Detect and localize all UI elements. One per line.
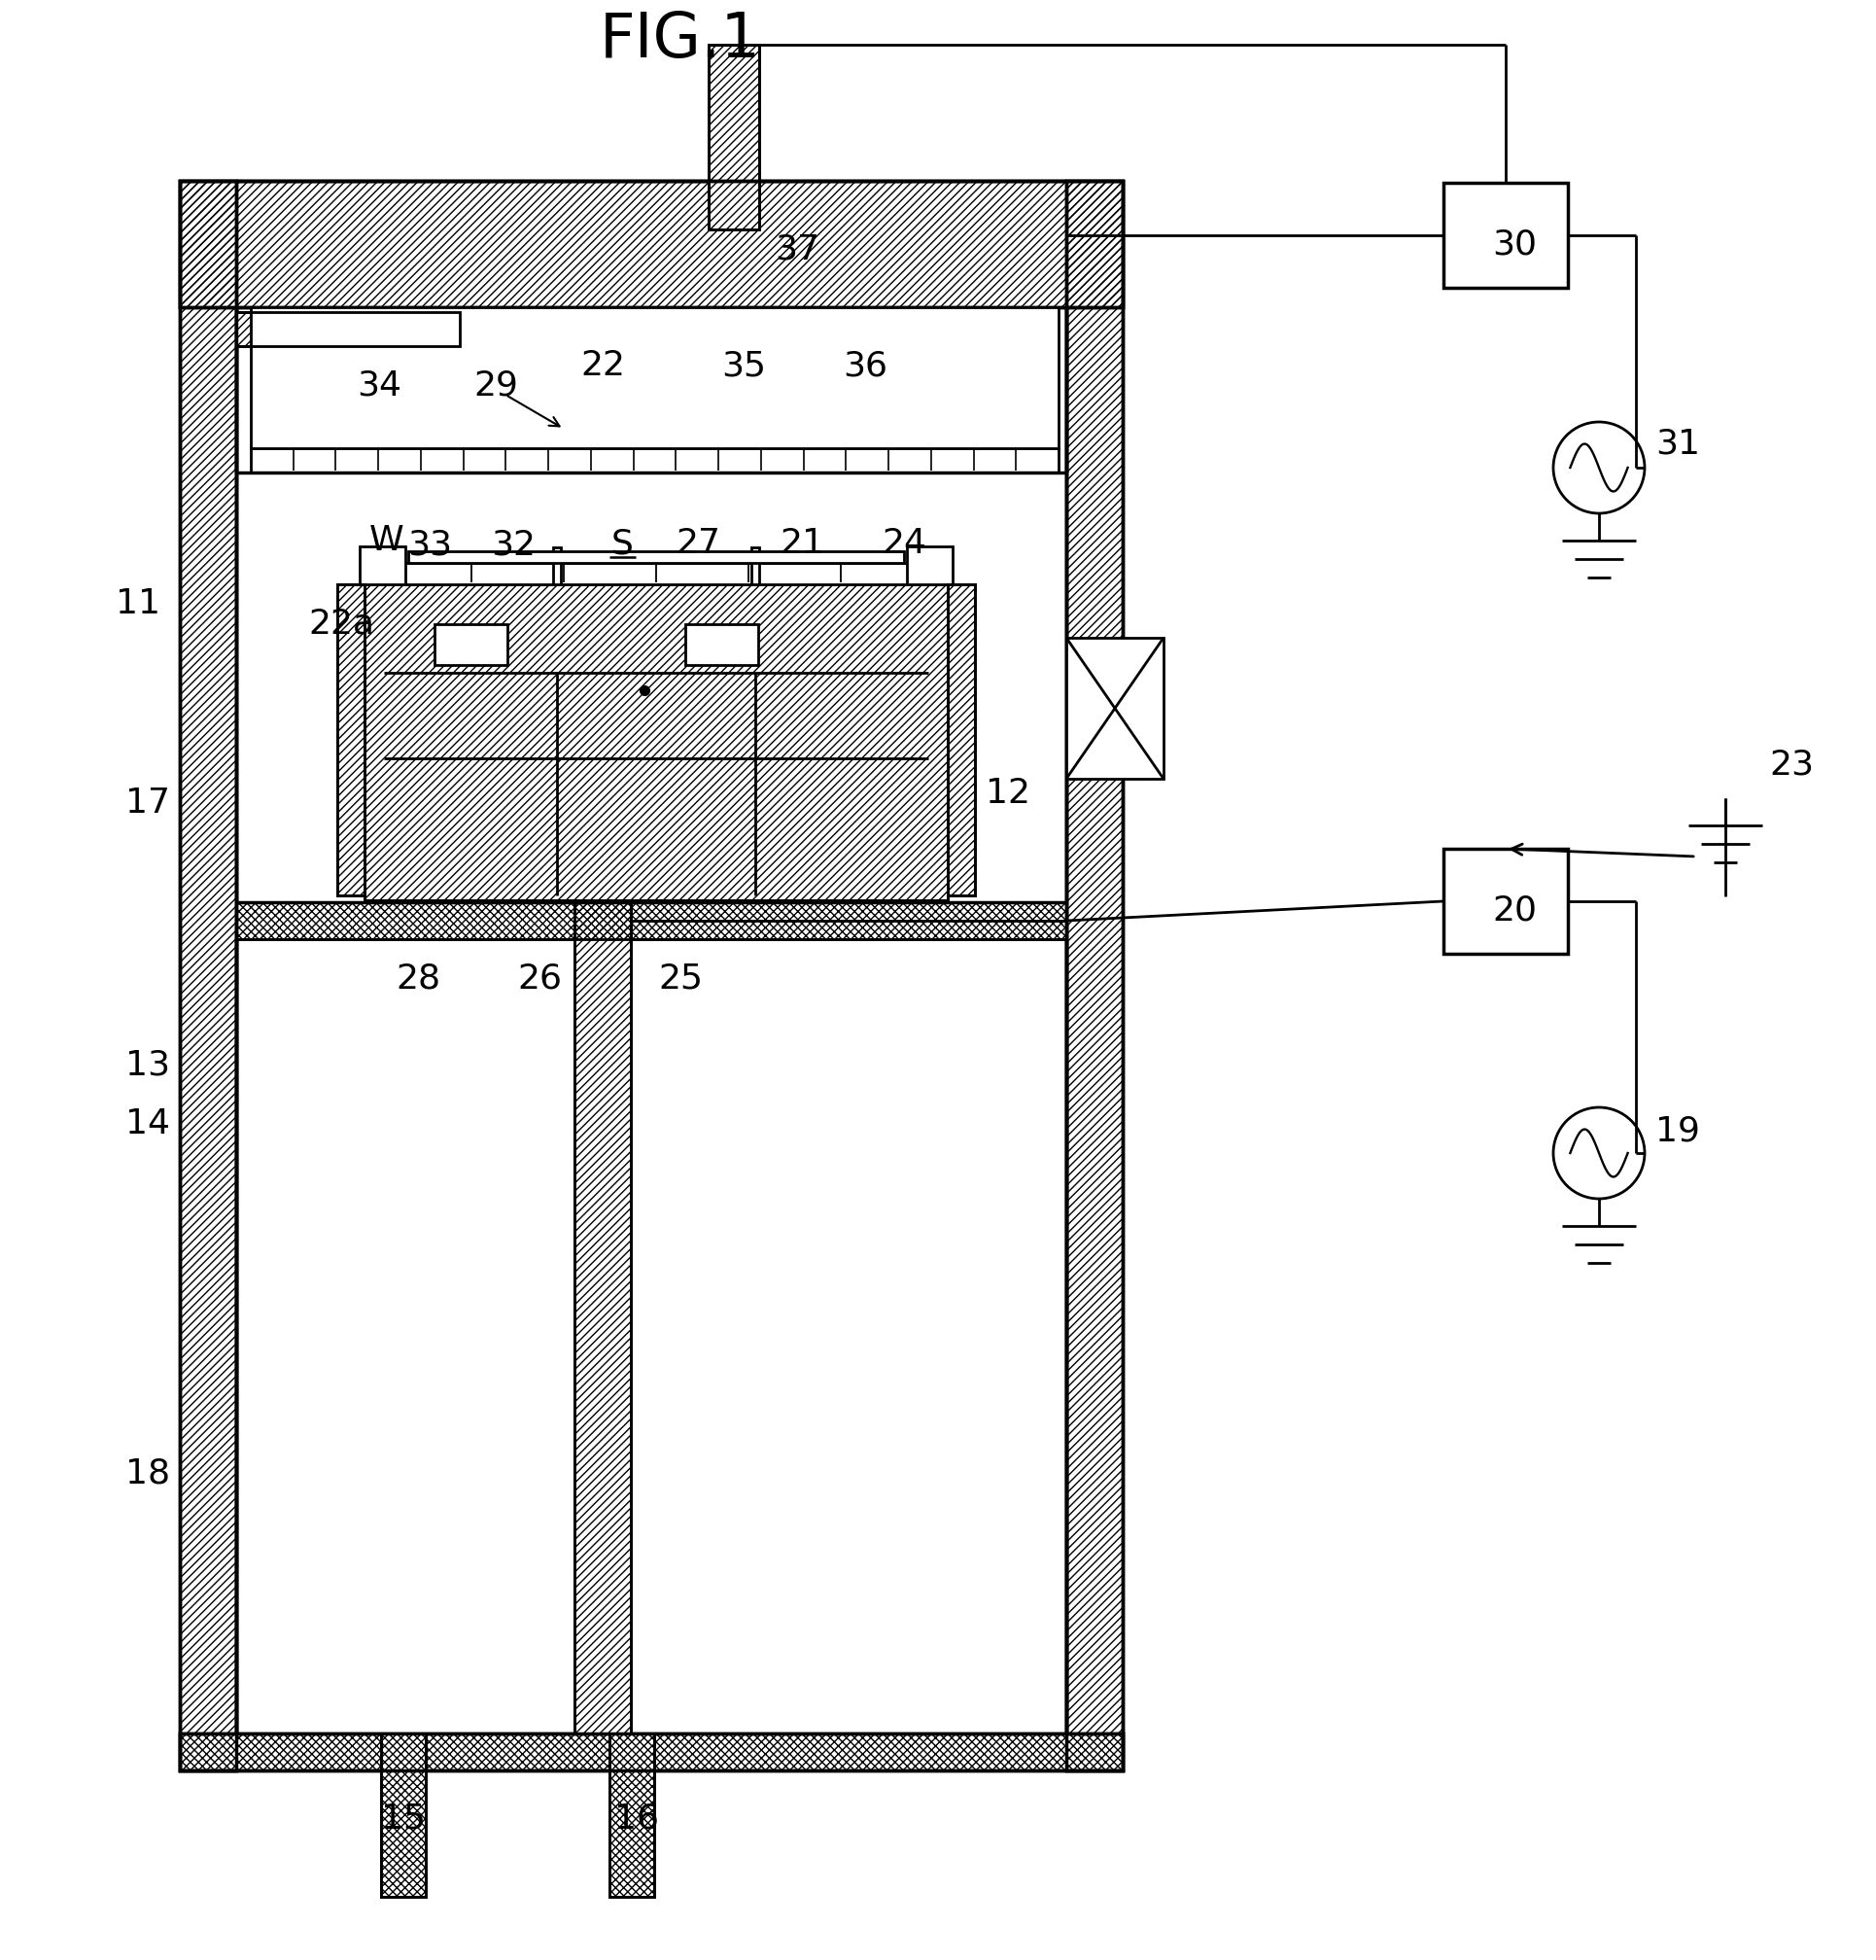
Bar: [180, 180, 236, 1770]
Bar: [906, 547, 953, 584]
Bar: [750, 547, 758, 584]
Bar: [947, 584, 974, 896]
Bar: [251, 308, 1058, 472]
Bar: [236, 180, 1066, 1733]
Bar: [180, 180, 1122, 308]
Bar: [1066, 180, 1122, 1770]
Text: 22a: 22a: [308, 608, 373, 639]
Text: 11: 11: [116, 588, 159, 619]
Bar: [610, 1733, 655, 1897]
Bar: [574, 900, 630, 1733]
Text: 35: 35: [720, 349, 765, 382]
Bar: [574, 900, 630, 1733]
Bar: [381, 1733, 426, 1897]
Bar: [553, 547, 561, 584]
Bar: [409, 551, 904, 563]
Bar: [180, 180, 1122, 308]
Text: 24: 24: [882, 527, 927, 561]
Bar: [251, 308, 1058, 449]
Bar: [1443, 182, 1566, 288]
Text: 33: 33: [407, 527, 452, 561]
Bar: [338, 584, 364, 896]
Text: 20: 20: [1491, 894, 1536, 927]
Bar: [709, 45, 758, 229]
Text: 31: 31: [1655, 427, 1700, 461]
Text: 14: 14: [126, 1107, 171, 1141]
Bar: [610, 1733, 655, 1897]
Bar: [1066, 180, 1122, 1770]
Bar: [338, 584, 364, 896]
Bar: [180, 1733, 1122, 1770]
Text: 18: 18: [126, 1458, 171, 1490]
Bar: [709, 45, 758, 229]
Text: 34: 34: [356, 368, 401, 402]
Bar: [236, 312, 460, 347]
Bar: [947, 584, 974, 896]
Bar: [433, 623, 507, 664]
Text: 36: 36: [842, 349, 887, 382]
Text: 32: 32: [492, 527, 535, 561]
Text: 19: 19: [1655, 1115, 1700, 1149]
Text: 30: 30: [1491, 227, 1536, 261]
Bar: [180, 180, 1122, 308]
Text: 12: 12: [985, 776, 1030, 809]
Bar: [180, 180, 236, 1770]
Bar: [947, 584, 974, 896]
Bar: [251, 449, 1058, 472]
Text: FIG.1: FIG.1: [600, 10, 760, 71]
Bar: [364, 584, 947, 900]
Text: 21: 21: [779, 527, 824, 561]
Bar: [236, 902, 1066, 939]
Bar: [381, 1733, 426, 1897]
Bar: [1443, 849, 1566, 955]
Text: 13: 13: [126, 1049, 171, 1082]
Bar: [685, 623, 758, 664]
Text: 16: 16: [613, 1803, 658, 1837]
Bar: [610, 1733, 655, 1897]
Bar: [236, 902, 1066, 939]
Bar: [180, 1733, 1122, 1770]
Bar: [236, 902, 1066, 939]
Text: W: W: [370, 523, 403, 557]
Bar: [338, 584, 364, 896]
Text: 17: 17: [126, 786, 171, 819]
Text: 28: 28: [396, 962, 441, 994]
Bar: [236, 312, 460, 347]
Text: 23: 23: [1769, 747, 1812, 780]
Bar: [381, 1733, 426, 1897]
Bar: [180, 1733, 1122, 1770]
Bar: [180, 180, 236, 1770]
Bar: [236, 312, 460, 347]
Text: 37: 37: [775, 233, 820, 265]
Bar: [236, 939, 1066, 1733]
Text: 26: 26: [518, 962, 561, 994]
Text: S: S: [612, 527, 632, 561]
Text: 22: 22: [580, 349, 625, 382]
Bar: [1066, 180, 1122, 1770]
Bar: [379, 563, 932, 584]
Text: 29: 29: [473, 368, 518, 402]
Bar: [1066, 637, 1163, 778]
Text: 27: 27: [675, 527, 720, 561]
Bar: [364, 584, 947, 900]
Bar: [364, 584, 947, 900]
Bar: [360, 547, 405, 584]
Bar: [574, 900, 630, 1733]
Text: 15: 15: [381, 1803, 426, 1837]
Text: 25: 25: [658, 962, 702, 994]
Bar: [709, 45, 758, 229]
